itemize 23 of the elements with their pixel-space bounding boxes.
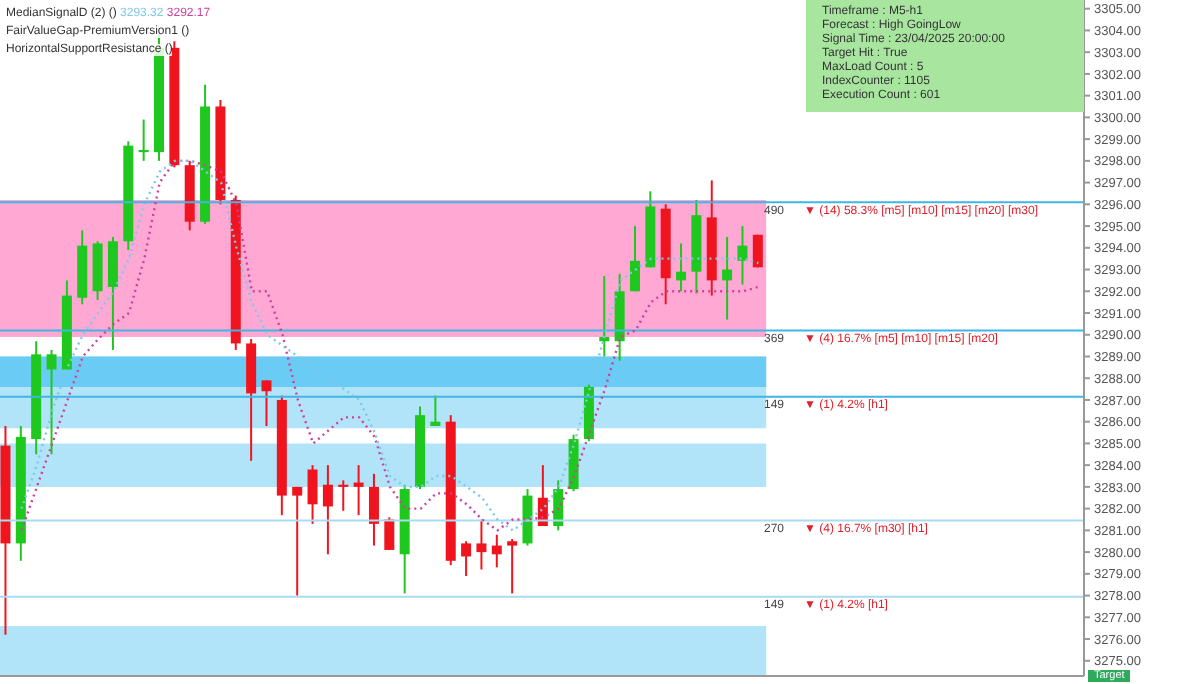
candlestick [522,488,533,547]
candlestick [507,538,518,595]
candlestick [629,225,640,293]
candlestick [46,348,57,456]
candlestick [676,242,687,293]
candlestick [461,540,472,578]
candlestick [353,464,364,517]
candlestick [138,118,149,162]
candlestick [338,479,349,512]
candlestick [430,394,441,428]
candlestick [107,235,118,351]
candlestick [476,518,487,571]
candlestick [368,472,379,547]
candlestick [307,464,318,525]
candlestick [384,516,395,551]
candlestick [261,379,272,428]
candlestick [491,533,502,569]
candlestick [292,485,303,597]
candlestick [737,225,748,286]
candlestick [322,464,333,556]
line-series [20,159,760,532]
candlestick [722,235,733,321]
candlestick [92,240,103,301]
